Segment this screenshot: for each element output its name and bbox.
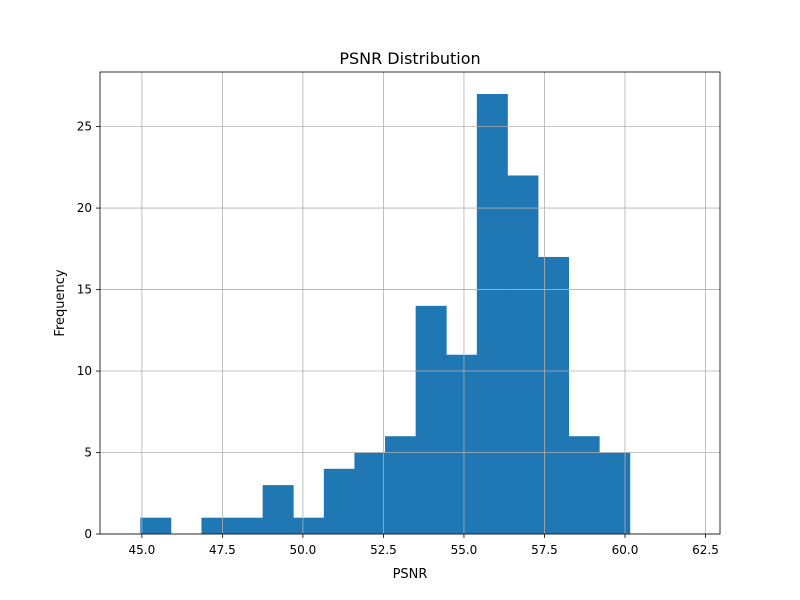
x-tick-label-5: 57.5 <box>531 543 558 557</box>
histogram-bar-8 <box>385 436 416 534</box>
y-tick-label-1: 5 <box>84 446 92 460</box>
histogram-bar-12 <box>507 175 538 534</box>
x-tick-label-4: 55.0 <box>451 543 478 557</box>
histogram-bar-0 <box>140 518 171 534</box>
histogram-bar-7 <box>354 453 385 534</box>
x-axis-title: PSNR <box>393 567 428 582</box>
y-tick-label-2: 10 <box>77 364 92 378</box>
x-tick-label-0: 45.0 <box>129 543 156 557</box>
x-tick-label-2: 50.0 <box>290 543 317 557</box>
y-axis-title: Frequency <box>53 269 68 336</box>
histogram-bar-14 <box>569 436 600 534</box>
x-tick-label-6: 60.0 <box>612 543 639 557</box>
histogram-bar-4 <box>263 485 294 534</box>
histogram-bar-11 <box>477 94 508 534</box>
y-tick-label-0: 0 <box>84 527 92 541</box>
histogram-bar-10 <box>446 355 477 534</box>
histogram-bar-2 <box>201 518 232 534</box>
x-tick-label-3: 52.5 <box>370 543 397 557</box>
y-tick-label-4: 20 <box>77 201 92 215</box>
histogram-bar-15 <box>599 453 630 534</box>
histogram-bar-13 <box>538 257 569 534</box>
y-tick-label-5: 25 <box>77 120 92 134</box>
histogram-bar-5 <box>293 518 324 534</box>
x-tick-label-7: 62.5 <box>692 543 719 557</box>
y-tick-label-3: 15 <box>77 283 92 297</box>
histogram-bar-6 <box>324 469 355 534</box>
chart-title: PSNR Distribution <box>339 49 480 68</box>
x-tick-label-1: 47.5 <box>209 543 236 557</box>
histogram-bar-9 <box>416 306 447 534</box>
histogram-bar-3 <box>232 518 263 534</box>
